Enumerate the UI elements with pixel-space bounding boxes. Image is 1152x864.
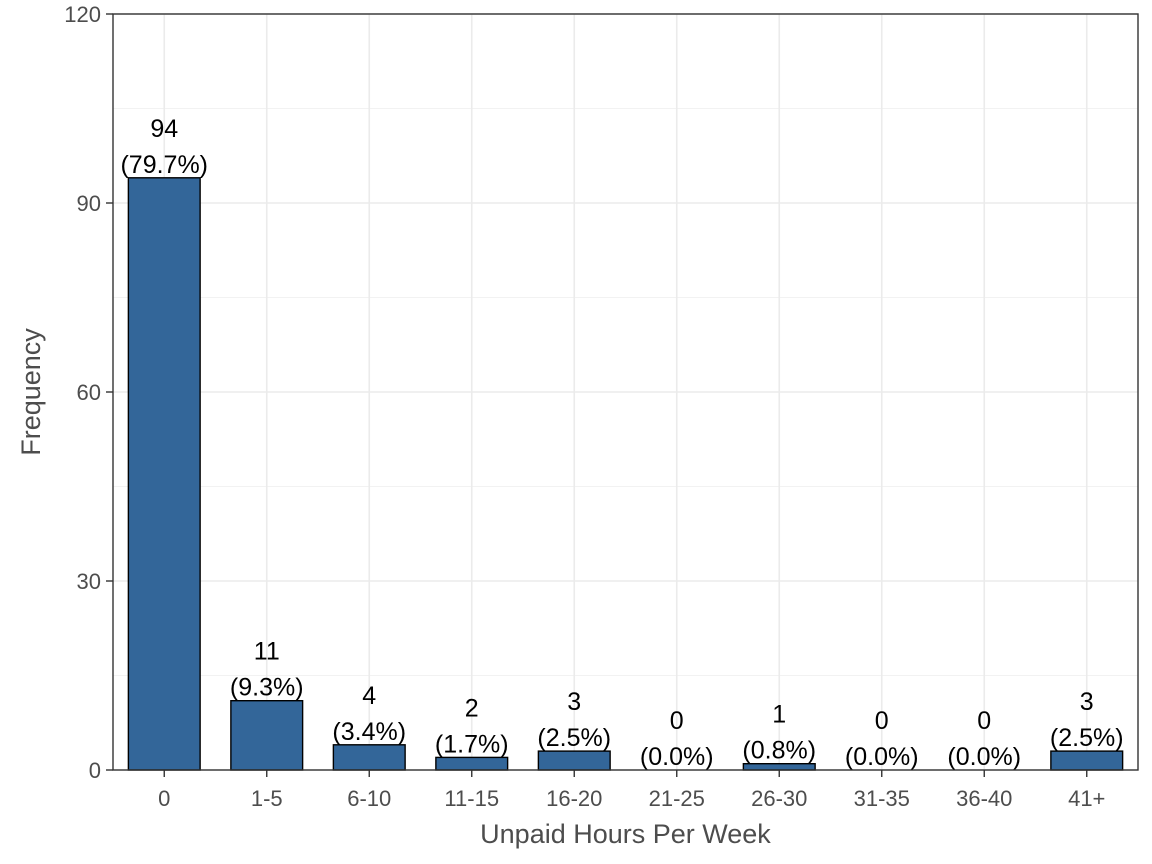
x-tick-label: 21-25 bbox=[649, 786, 705, 811]
bar-0 bbox=[127, 177, 201, 771]
y-tick-label: 0 bbox=[89, 758, 101, 783]
bar-11-15 bbox=[435, 756, 509, 771]
x-tick-label: 36-40 bbox=[956, 786, 1012, 811]
x-tick-label: 11-15 bbox=[444, 786, 499, 811]
y-tick-label: 90 bbox=[77, 191, 101, 216]
x-tick-label: 26-30 bbox=[751, 786, 807, 811]
data-label-percent: (0.0%) bbox=[845, 743, 919, 771]
data-label-count: 0 bbox=[670, 707, 684, 735]
data-label-percent: (3.4%) bbox=[332, 718, 406, 746]
y-axis: 0 30 60 90 120 bbox=[64, 2, 113, 783]
data-label-percent: (2.5%) bbox=[1050, 724, 1124, 752]
x-axis: 0 1-5 6-10 11-15 16-20 21-25 26-30 31-35 36-40 41… bbox=[158, 770, 1105, 811]
data-label-count: 2 bbox=[465, 694, 479, 722]
x-tick-label: 31-35 bbox=[854, 786, 910, 811]
data-label-count: 0 bbox=[875, 707, 889, 735]
data-label-percent: (2.5%) bbox=[537, 724, 611, 752]
bar-41+ bbox=[1050, 750, 1124, 771]
data-label-percent: (0.0%) bbox=[947, 743, 1021, 771]
bar-16-20 bbox=[537, 750, 611, 771]
y-tick-label: 30 bbox=[77, 569, 101, 594]
data-label-count: 94 bbox=[150, 115, 178, 143]
x-axis-title: Unpaid Hours Per Week bbox=[480, 819, 771, 849]
data-label-count: 3 bbox=[1080, 688, 1094, 716]
bars-group bbox=[127, 177, 1124, 771]
data-label-percent: (1.7%) bbox=[435, 730, 509, 758]
data-label-percent: (9.3%) bbox=[230, 674, 304, 702]
data-label-percent: (0.0%) bbox=[640, 743, 714, 771]
x-tick-label: 41+ bbox=[1068, 786, 1105, 811]
y-tick-label: 120 bbox=[64, 2, 101, 27]
data-label-count: 1 bbox=[772, 701, 786, 729]
data-label-count: 0 bbox=[977, 707, 991, 735]
data-label-count: 4 bbox=[362, 682, 376, 710]
data-labels-group: 94 (79.7%) 11 (9.3%) 4 (3.4%) 2 (1.7%) 3 (2.5%) 0 (… bbox=[120, 115, 1123, 771]
data-label-percent: (0.8%) bbox=[742, 737, 816, 765]
y-tick-label: 60 bbox=[77, 380, 101, 405]
bar-1-5 bbox=[230, 700, 304, 771]
data-label-percent: (79.7%) bbox=[120, 151, 208, 179]
x-tick-label: 1-5 bbox=[251, 786, 283, 811]
y-axis-title: Frequency bbox=[16, 328, 46, 456]
data-label-count: 11 bbox=[254, 638, 280, 666]
bar-6-10 bbox=[332, 744, 406, 771]
x-tick-label: 16-20 bbox=[546, 786, 602, 811]
x-tick-label: 0 bbox=[158, 786, 170, 811]
x-tick-label: 6-10 bbox=[347, 786, 391, 811]
data-label-count: 3 bbox=[567, 688, 581, 716]
